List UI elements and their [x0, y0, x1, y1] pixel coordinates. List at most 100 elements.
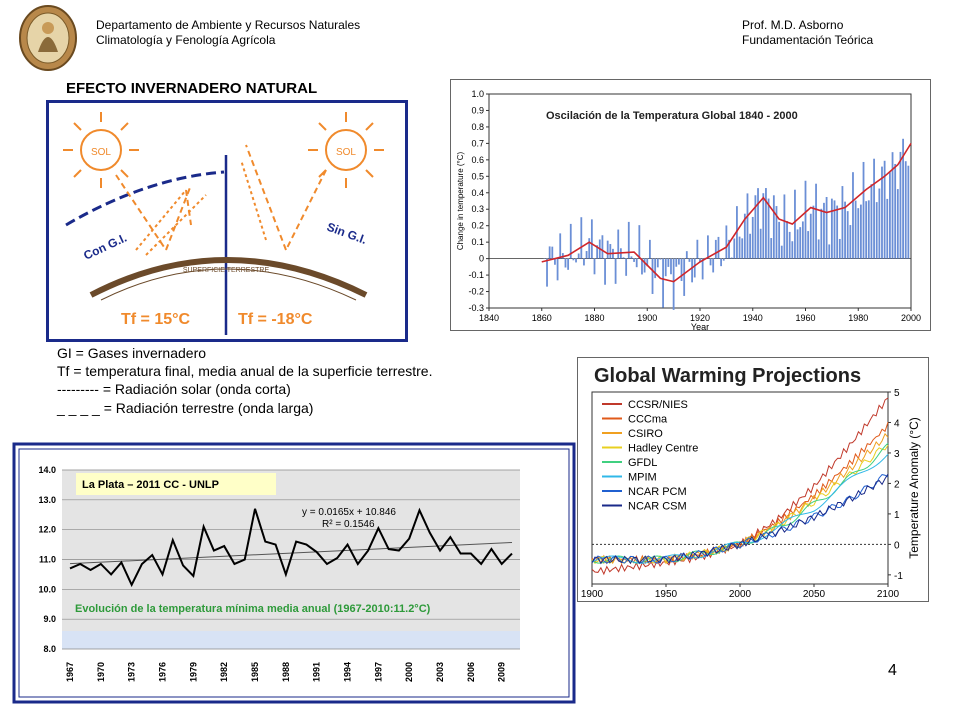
annual-bar	[680, 258, 683, 281]
la-plata-plot: 14.0 13.0 12.0 11.0 10.0 9.0 8.0 1967 1970 1973 19…	[12, 442, 576, 704]
annual-bar	[717, 236, 720, 259]
department-name: Departamento de Ambiente y Recursos Natu…	[96, 18, 361, 32]
sun-right-icon	[308, 112, 384, 188]
y-tick-label: -1	[894, 571, 903, 582]
annual-bar	[841, 186, 844, 259]
annual-bar	[859, 204, 862, 259]
annual-bar	[648, 239, 651, 259]
x-tick-label: 1997	[373, 662, 383, 682]
trend-equation: y = 0.0165x + 10.846	[302, 507, 396, 518]
y-tick-label: 9.0	[43, 614, 56, 624]
annual-bar	[809, 213, 812, 259]
annual-bar	[867, 200, 870, 259]
x-tick-label: 1950	[655, 589, 678, 600]
annual-bar	[786, 221, 788, 259]
chart-inner-border	[18, 448, 570, 698]
annual-bar	[762, 193, 765, 259]
y-tick-label: 0.1	[471, 237, 484, 247]
x-tick-label: 1985	[250, 662, 260, 682]
course-name: Climatología y Fenología Agrícola	[96, 33, 276, 47]
y-tick-label: 10.0	[38, 584, 56, 594]
annual-bar	[678, 258, 680, 265]
annual-bar	[606, 240, 609, 259]
annual-bar	[667, 258, 670, 267]
y-tick-label: -0.3	[468, 303, 484, 313]
annual-bar	[878, 188, 881, 259]
y-tick-label: 13.0	[38, 495, 56, 505]
annual-bar	[670, 258, 672, 275]
annual-bar	[751, 216, 754, 259]
legend-tf: Tf = temperatura final, media anual de l…	[57, 363, 433, 379]
annual-bar	[551, 246, 554, 259]
title-box	[76, 473, 276, 495]
annual-bar	[614, 258, 617, 284]
annual-bar	[825, 197, 828, 259]
annual-bar	[556, 258, 559, 281]
y-tick-label: -0.1	[468, 270, 484, 280]
annual-bar	[585, 251, 588, 259]
x-tick-label: 2000	[901, 313, 921, 323]
global-temp-chart: -0.3 -0.2 -0.1 0 0.1 0.2 0.3 0.4 0.5 0.6 0.7 0.8 0.9…	[450, 79, 931, 331]
x-tick-label: 1988	[281, 662, 291, 682]
annual-bar	[857, 208, 860, 259]
annual-bar	[775, 206, 778, 259]
annual-bar	[593, 258, 596, 275]
annual-bar	[572, 258, 575, 261]
annual-bar	[733, 238, 736, 259]
annual-bar	[554, 258, 556, 265]
legend-entry: NCAR PCM	[628, 486, 687, 498]
annual-bar	[659, 258, 662, 260]
x-tick-label: 1976	[158, 662, 168, 682]
sun-left-icon	[63, 112, 139, 188]
annual-bar	[567, 258, 570, 270]
annual-bar	[865, 201, 868, 259]
annual-bar	[846, 211, 849, 259]
chart-title: Oscilación de la Temperatura Global 1840…	[546, 110, 798, 122]
legend-gi: GI = Gases invernadero	[57, 345, 207, 361]
annual-bar	[635, 258, 638, 268]
annual-bar	[896, 189, 899, 259]
x-tick-label: 1967	[65, 662, 75, 682]
university-seal	[19, 5, 77, 71]
annual-bar	[904, 161, 907, 259]
y-tick-label: 3	[894, 449, 900, 460]
legend-entry: GFDL	[628, 457, 657, 469]
annual-bar	[730, 257, 733, 259]
annual-bar	[746, 193, 749, 259]
y-tick-label: 0.3	[471, 204, 484, 214]
legend-entry: CSIRO	[628, 428, 663, 440]
annual-bar	[765, 188, 767, 259]
annual-bar	[873, 158, 875, 259]
projections-plot: Global Warming Projections -1 0 1 2 3 4 5 1900 19…	[581, 365, 921, 600]
annual-bar	[662, 258, 664, 308]
surface-label: SUPERFICIE TERRESTRE	[183, 267, 270, 274]
annual-bar	[609, 244, 612, 259]
annual-bar	[907, 165, 910, 259]
annual-bar	[770, 238, 773, 259]
annual-bar	[899, 151, 902, 259]
annual-bar	[741, 238, 744, 259]
y-tick-label: 2	[894, 479, 900, 490]
annual-bar	[820, 208, 823, 259]
x-tick-label: 1973	[127, 662, 137, 682]
annual-bar	[828, 244, 831, 259]
annual-bar	[683, 258, 686, 296]
annual-bar	[815, 183, 817, 259]
annual-bar	[720, 258, 722, 267]
annual-bar	[767, 198, 770, 259]
annual-bar	[672, 258, 675, 310]
x-tick-label: 2050	[803, 589, 826, 600]
annual-bar	[722, 258, 725, 261]
annual-bar	[854, 200, 857, 259]
annual-bar	[701, 258, 704, 280]
annual-bar	[664, 258, 667, 277]
annual-bar	[714, 239, 717, 259]
x-tick-label: 2006	[466, 662, 476, 682]
x-tick-label: 2100	[877, 589, 900, 600]
annual-bar	[833, 200, 836, 259]
annual-bar	[575, 258, 577, 263]
series-line	[591, 473, 889, 565]
annual-bar	[881, 166, 883, 259]
y-tick-label: 0.4	[471, 188, 484, 198]
chart-annotation: Evolución de la temperatura mínima media…	[75, 603, 431, 615]
